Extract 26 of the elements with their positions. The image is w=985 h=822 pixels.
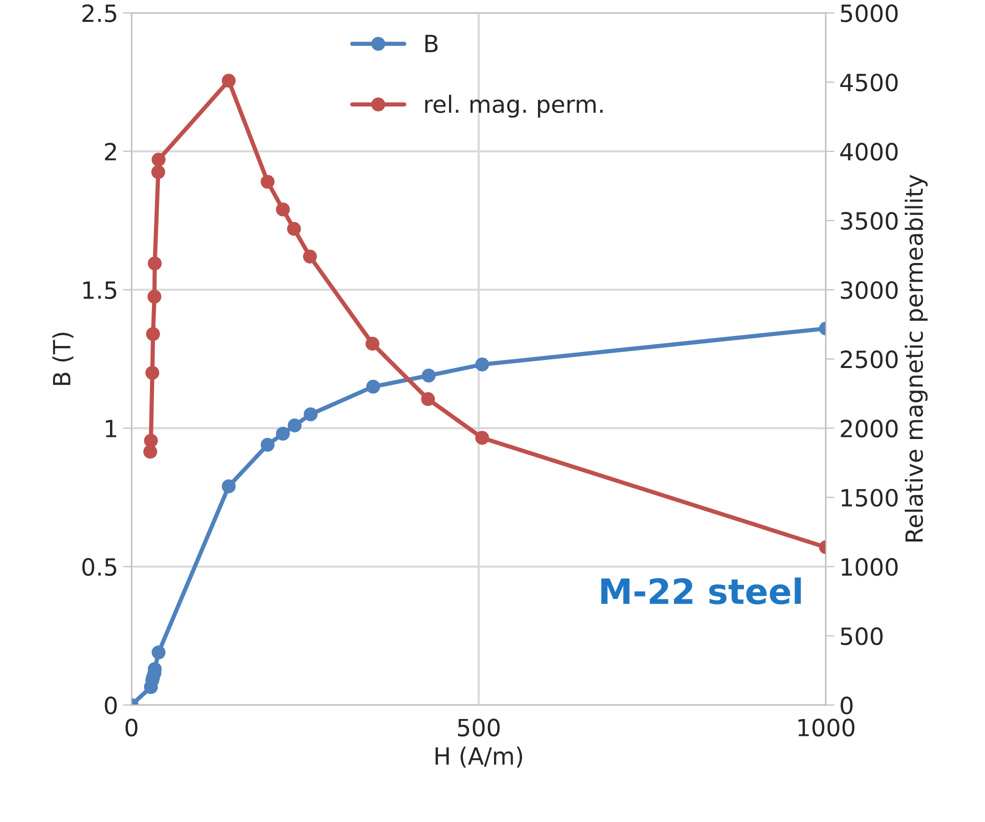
y2-tick-label: 2500: [840, 350, 898, 368]
y2-tick-label: 4000: [840, 142, 898, 161]
y2-tick-label: 2000: [840, 420, 898, 438]
y-tick-label: 2: [105, 142, 116, 160]
y2-tick-label: 0: [840, 696, 853, 714]
y2-tick-label: 1000: [842, 558, 898, 576]
y-tick-label: 1.5: [83, 282, 116, 300]
x-axis-title: H (A/m): [436, 746, 522, 768]
y2-tick-label: 3000: [840, 281, 898, 300]
y-tick-label: 0: [104, 696, 117, 714]
y2-tick-label: 4500: [840, 74, 898, 92]
y2-tick-label: 1500: [842, 488, 898, 507]
annotation: M-22 steel: [601, 577, 801, 604]
x-tick-label: 1000: [798, 718, 854, 736]
y-tick-label: 1: [106, 420, 116, 438]
y2-tick-label: 3500: [840, 212, 898, 230]
x-tick-label: 500: [458, 718, 500, 736]
y2-tick-label: 5000: [840, 4, 898, 22]
legend-label: rel. mag. perm.: [425, 94, 603, 118]
y-tick-label: 0.5: [82, 558, 116, 576]
x-tick-label: 0: [126, 718, 138, 736]
legend-label: B: [425, 34, 438, 52]
y-axis-title: B (T): [52, 332, 74, 385]
y2-axis-title: Relative magnetic permeability: [904, 174, 928, 542]
y2-tick-label: 500: [840, 627, 883, 646]
y-tick-label: 2.5: [82, 4, 116, 22]
